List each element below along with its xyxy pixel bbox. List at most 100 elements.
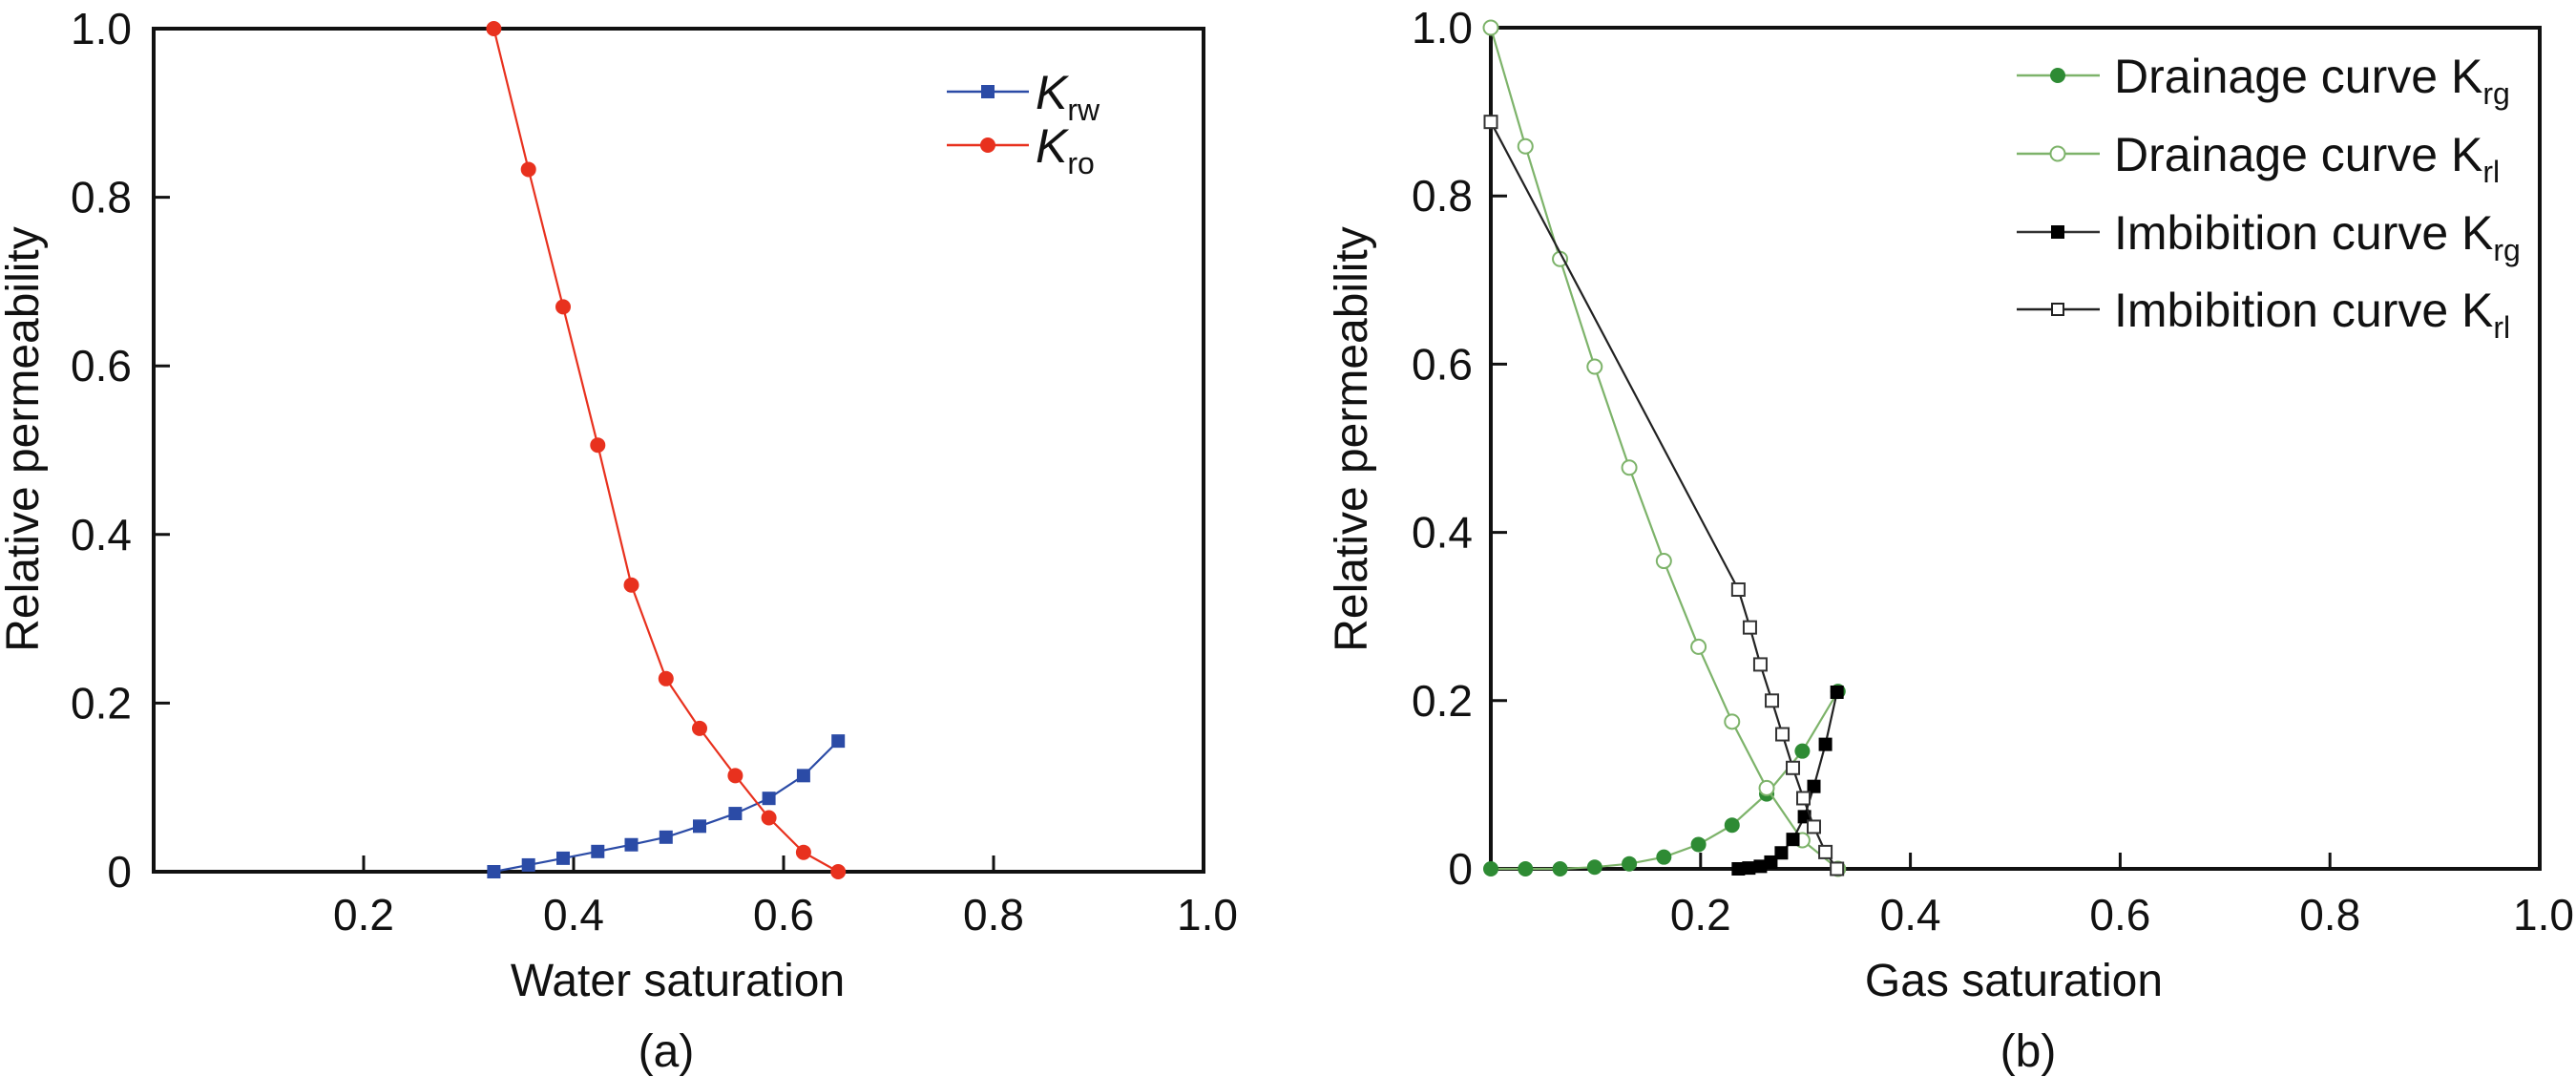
data-point	[1586, 358, 1603, 375]
data-point	[659, 830, 673, 844]
data-point	[1655, 553, 1672, 570]
data-point	[762, 792, 776, 806]
data-point	[1753, 859, 1768, 874]
data-point	[1724, 713, 1741, 730]
data-point	[658, 670, 674, 686]
series-kro	[486, 21, 847, 879]
legend-marker-imbibition-krg	[2051, 225, 2064, 239]
legend-item-imbibition-krg: Imbibition curve Krg	[2017, 206, 2521, 267]
x-tick-label: 0.2	[333, 890, 394, 940]
data-point	[1752, 657, 1768, 672]
data-point	[1765, 693, 1780, 708]
legend-item-imbibition-krl: Imbibition curve Krl	[2017, 284, 2510, 345]
data-point	[520, 161, 536, 178]
data-point	[1690, 836, 1707, 853]
data-point	[1818, 737, 1833, 751]
data-point	[1818, 844, 1833, 859]
svg-text:Kro: Kro	[1036, 119, 1095, 180]
data-point	[693, 819, 706, 834]
data-point	[1807, 779, 1821, 793]
legend-marker-drainage-krl	[2049, 145, 2066, 162]
data-point	[555, 299, 571, 315]
data-point	[1796, 791, 1812, 806]
y-ticks-b: 0 0.2 0.4 0.6 0.8 1.0	[1412, 3, 1507, 894]
x-ticks-a: 0.2 0.4 0.6 0.8 1.0	[333, 855, 1238, 940]
x-tick-label: 0.6	[2089, 890, 2150, 940]
x-tick-label: 0.8	[963, 890, 1024, 940]
legend-item-kro: Kro	[947, 119, 1095, 180]
series-layer-a	[486, 21, 847, 879]
legend-label-imbibition-krg-sub: rg	[2493, 233, 2520, 267]
panel-label-a: (a)	[639, 1026, 695, 1077]
x-tick-label: 0.4	[543, 890, 604, 940]
y-tick-label: 0.6	[71, 341, 132, 391]
x-tick-label: 0.8	[2299, 890, 2360, 940]
data-point	[1786, 760, 1801, 775]
legend-label-kro-sub: ro	[1067, 146, 1094, 180]
y-tick-label: 1.0	[71, 4, 132, 53]
data-point	[692, 720, 707, 736]
data-point	[1774, 846, 1789, 860]
y-tick-label: 0.2	[1412, 676, 1473, 726]
svg-text:Krw: Krw	[1036, 66, 1100, 127]
chart-panel-b: 0 0.2 0.4 0.6 0.8 1.0 0.2 0.4 0.6 0.8 1.0 Relativ…	[1327, 3, 2574, 1077]
series-krw	[487, 734, 846, 878]
series-line	[492, 28, 839, 873]
x-tick-label: 1.0	[2513, 890, 2574, 940]
data-point	[1786, 833, 1800, 847]
y-tick-label: 0	[107, 847, 132, 897]
series-imbibition-curve-krl	[1483, 115, 1845, 876]
data-point	[556, 851, 570, 865]
y-tick-label: 0.6	[1412, 339, 1473, 389]
data-point	[728, 807, 743, 821]
legend-marker-drainage-krg	[2050, 68, 2065, 83]
x-tick-label: 1.0	[1177, 890, 1238, 940]
y-tick-label: 0.4	[1412, 508, 1473, 558]
data-point	[727, 768, 743, 784]
y-tick-label: 0	[1448, 844, 1473, 894]
legend-marker-imbibition-krl	[2051, 303, 2064, 316]
data-point	[1621, 459, 1638, 476]
data-point	[1483, 861, 1498, 876]
legend-label-imbibition-krl-main: Imbibition curve K	[2114, 284, 2493, 337]
data-point	[831, 734, 846, 749]
legend-label-drainage-krl-main: Drainage curve K	[2114, 128, 2482, 181]
legend-label-imbibition-krl-sub: rl	[2493, 310, 2510, 345]
data-point	[1518, 861, 1534, 876]
legend-marker-krw	[981, 85, 995, 98]
legend-label-krw-sub: rw	[1067, 93, 1100, 127]
data-point	[1482, 19, 1499, 36]
data-point	[1758, 779, 1775, 796]
data-point	[1730, 582, 1746, 598]
x-tick-label: 0.4	[1880, 890, 1941, 940]
data-point	[1656, 849, 1672, 865]
data-point	[1483, 115, 1498, 130]
svg-text:Drainage curve Krg: Drainage curve Krg	[2114, 50, 2510, 111]
data-point	[1830, 861, 1845, 876]
data-point	[1517, 137, 1534, 155]
legend-label-drainage-krg-sub: rg	[2482, 76, 2509, 111]
data-point	[1690, 638, 1707, 655]
data-point	[486, 21, 502, 36]
data-point	[795, 844, 811, 860]
data-point	[591, 844, 605, 858]
y-ticks-a: 0 0.2 0.4 0.6 0.8 1.0	[71, 4, 170, 897]
data-point	[1742, 861, 1756, 876]
data-point	[1724, 817, 1740, 834]
y-tick-label: 0.8	[71, 173, 132, 222]
y-axis-title-a: Relative permeability	[0, 226, 49, 652]
data-point	[624, 837, 639, 852]
y-tick-label: 0.2	[71, 678, 132, 728]
x-axis-title-a: Water saturation	[511, 956, 845, 1006]
series-imbibition-curve-krg	[1731, 685, 1844, 876]
x-axis-title-b: Gas saturation	[1865, 956, 2163, 1006]
svg-text:Drainage curve Krl: Drainage curve Krl	[2114, 128, 2500, 189]
data-point	[830, 864, 847, 879]
legend-a: Krw Kro	[947, 66, 1100, 180]
plot-frame-b	[1489, 26, 2542, 871]
data-point	[1552, 861, 1568, 876]
data-point	[1731, 862, 1746, 876]
y-tick-label: 0.4	[71, 510, 132, 560]
data-point	[796, 769, 810, 783]
y-tick-label: 0.8	[1412, 171, 1473, 221]
